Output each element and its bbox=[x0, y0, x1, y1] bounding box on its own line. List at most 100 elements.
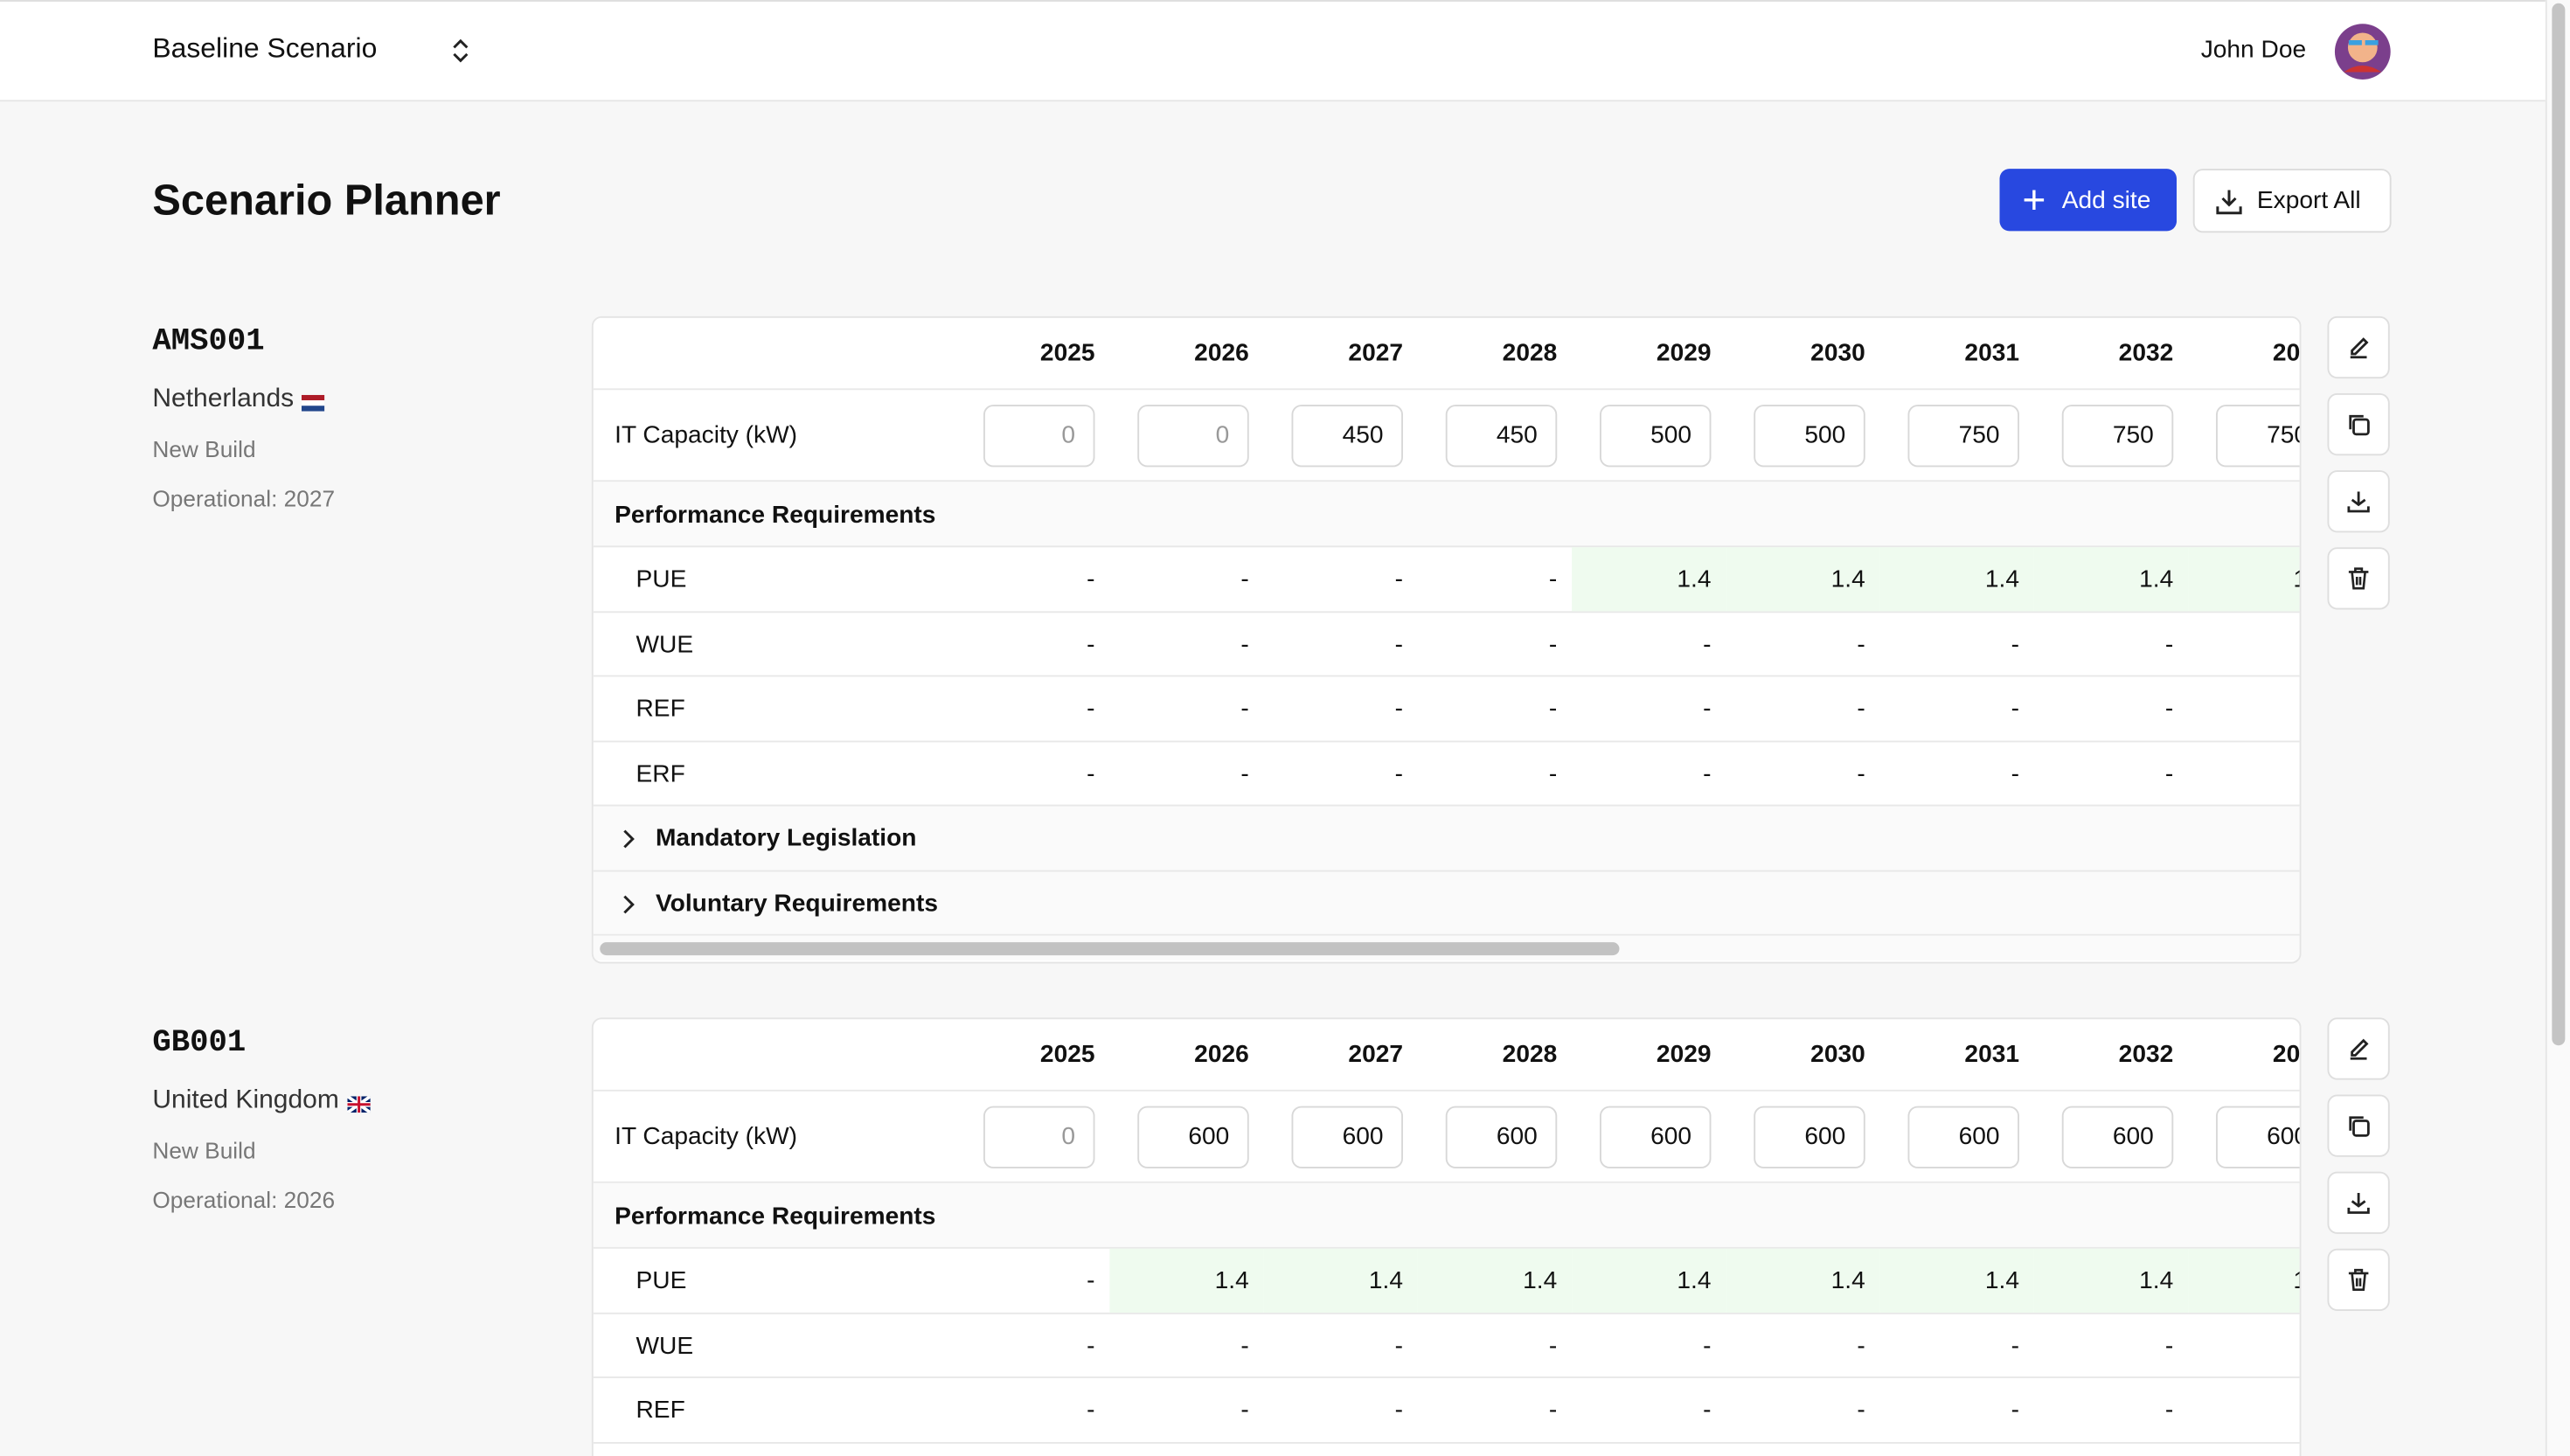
edit-button[interactable] bbox=[2327, 315, 2390, 379]
metric-value: 1.4 bbox=[1572, 1248, 1726, 1312]
metric-value-text: - bbox=[1394, 565, 1403, 593]
delete-button[interactable] bbox=[2327, 547, 2390, 610]
metric-value: - bbox=[1726, 1314, 1879, 1376]
year-label: 2027 bbox=[1348, 1040, 1403, 1069]
metric-value: - bbox=[2034, 1378, 2188, 1441]
add-site-label: Add site bbox=[2061, 186, 2151, 215]
download-button[interactable] bbox=[2327, 1171, 2390, 1234]
capacity-input[interactable]: 600 bbox=[1600, 1106, 1712, 1168]
metric-value-text: - bbox=[2164, 1396, 2174, 1425]
metric-value: - bbox=[1418, 676, 1572, 739]
metric-value-text: 1.4 bbox=[1214, 1266, 1249, 1295]
metric-row: REF--------- bbox=[593, 676, 2300, 742]
capacity-input[interactable]: 450 bbox=[1445, 405, 1558, 468]
capacity-input[interactable]: 450 bbox=[1291, 405, 1403, 468]
metric-value: - bbox=[1264, 1378, 1418, 1441]
icon bbox=[2349, 414, 2370, 436]
metric-row: PUE - - - - 1.4 1.4 1.4 1.4 1.4 bbox=[593, 547, 2300, 613]
metric-value: - bbox=[2188, 1378, 2300, 1441]
capacity-input[interactable]: 0 bbox=[1137, 405, 1249, 468]
metric-value: - bbox=[1109, 741, 1263, 804]
delete-button[interactable] bbox=[2327, 1248, 2390, 1311]
capacity-input[interactable]: 600 bbox=[1445, 1106, 1558, 1168]
metric-value-text: - bbox=[1857, 759, 1865, 787]
metric-value-text: - bbox=[1087, 1331, 1095, 1360]
metric-value-text: - bbox=[1087, 565, 1095, 593]
table-scroll-thumb[interactable] bbox=[600, 942, 1620, 956]
metric-value: - bbox=[955, 612, 1109, 675]
capacity-input[interactable]: 0 bbox=[983, 405, 1095, 468]
metric-value: - bbox=[1264, 676, 1418, 739]
group-label: Mandatory Legislation bbox=[656, 824, 917, 852]
capacity-input[interactable]: 0 bbox=[983, 1106, 1095, 1168]
metric-value-text: - bbox=[1703, 695, 1712, 723]
year-label: 2027 bbox=[1348, 339, 1403, 367]
capacity-input[interactable]: 600 bbox=[1137, 1106, 1249, 1168]
metric-value: - bbox=[1418, 547, 1572, 610]
metric-value: - bbox=[1880, 741, 2034, 804]
metric-value: - bbox=[955, 1249, 1109, 1312]
metric-value-text: - bbox=[1240, 565, 1249, 593]
edit-button[interactable] bbox=[2327, 1017, 2390, 1080]
table-scrollbar bbox=[593, 935, 2300, 960]
add-site-button[interactable]: Add site bbox=[1999, 169, 2177, 232]
capacity-input[interactable]: 600 bbox=[2216, 1106, 2300, 1168]
metric-value: - bbox=[1264, 741, 1418, 804]
icon bbox=[2347, 1193, 2370, 1214]
metric-value-text: - bbox=[2164, 759, 2174, 787]
export-button[interactable]: Export All bbox=[2192, 169, 2392, 233]
year-label: 2029 bbox=[1656, 339, 1712, 367]
capacity-input[interactable]: 600 bbox=[1291, 1106, 1403, 1168]
year-label: 2030 bbox=[1810, 339, 1865, 367]
capacity-input[interactable]: 750 bbox=[2061, 405, 2174, 468]
capacity-label: IT Capacity (kW) bbox=[615, 1122, 798, 1151]
year-label: 2031 bbox=[1964, 339, 2019, 367]
year-label: 2026 bbox=[1194, 1040, 1249, 1069]
group-row[interactable]: Voluntary Requirements bbox=[593, 870, 2300, 936]
flag-icon bbox=[302, 390, 325, 412]
metric-value-text: - bbox=[1548, 759, 1558, 787]
site-table: 2025 2026 2027 2028 2029 2030 2031 2032 2033 IT C… bbox=[591, 1017, 2302, 1456]
capacity-input[interactable]: 600 bbox=[1907, 1106, 2019, 1168]
metric-value-text: 1.4 bbox=[1830, 1266, 1865, 1295]
metric-value: - bbox=[2188, 676, 2300, 739]
duplicate-button[interactable] bbox=[2327, 1094, 2390, 1157]
site-id: AMS001 bbox=[152, 322, 265, 359]
site-id: GB001 bbox=[152, 1023, 247, 1061]
metric-value-text: - bbox=[1240, 695, 1249, 723]
capacity-input[interactable]: 500 bbox=[1754, 405, 1865, 468]
avatar[interactable] bbox=[2334, 23, 2392, 80]
metric-value-text: - bbox=[1857, 1331, 1865, 1360]
capacity-input[interactable]: 750 bbox=[1907, 405, 2019, 468]
metric-value-text: 1.4 bbox=[1677, 1266, 1712, 1295]
metric-value-text: - bbox=[1087, 629, 1095, 658]
select-icon[interactable] bbox=[449, 38, 472, 64]
capacity-input[interactable]: 600 bbox=[2061, 1106, 2174, 1168]
site-type: New Build bbox=[152, 435, 256, 462]
icon bbox=[2347, 491, 2370, 513]
scrollbar-thumb[interactable] bbox=[2552, 3, 2566, 1046]
capacity-input[interactable]: 750 bbox=[2216, 405, 2300, 468]
metric-value-text: - bbox=[1240, 629, 1249, 658]
metric-name: WUE bbox=[636, 629, 694, 658]
section-row: Performance Requirements bbox=[593, 482, 2300, 548]
group-row[interactable]: Mandatory Legislation bbox=[593, 806, 2300, 871]
site-operational: Operational: 2026 bbox=[152, 1186, 336, 1213]
metric-value: - bbox=[1572, 741, 1726, 804]
metric-value: - bbox=[1109, 1378, 1263, 1441]
metric-value-text: 1.4 bbox=[2293, 1266, 2299, 1294]
metric-value-text: - bbox=[1087, 759, 1095, 787]
metric-value: - bbox=[1880, 1314, 2034, 1376]
metric-value-text: - bbox=[2164, 1331, 2174, 1360]
year-label: 2033 bbox=[2272, 1040, 2301, 1069]
download-icon bbox=[2216, 190, 2242, 215]
capacity-input[interactable]: 500 bbox=[1600, 405, 1712, 468]
section-label: Performance Requirements bbox=[615, 1203, 936, 1231]
metric-value: - bbox=[1109, 676, 1263, 739]
capacity-input[interactable]: 600 bbox=[1754, 1106, 1865, 1168]
scenario-select[interactable]: Baseline Scenario bbox=[152, 32, 378, 65]
duplicate-button[interactable] bbox=[2327, 393, 2390, 456]
download-button[interactable] bbox=[2327, 470, 2390, 533]
year-label: 2032 bbox=[2118, 339, 2174, 367]
